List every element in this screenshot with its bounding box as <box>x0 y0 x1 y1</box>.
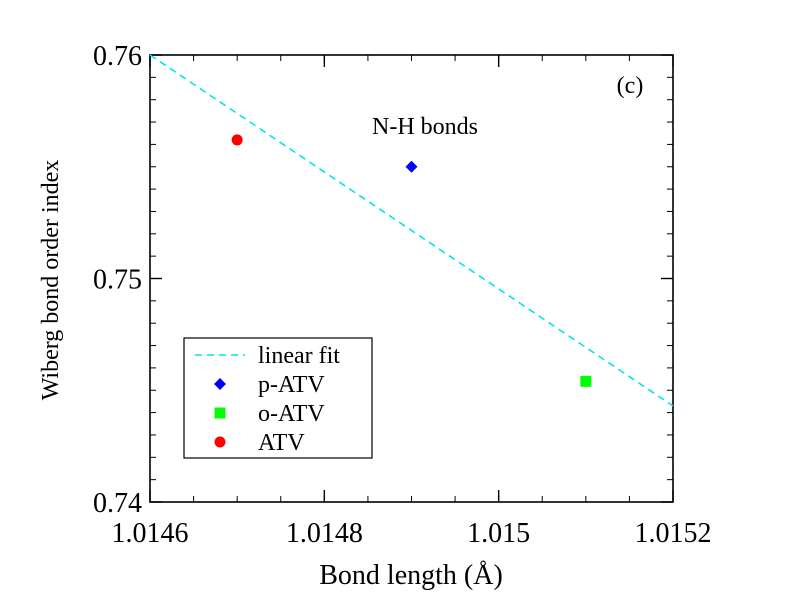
legend-box <box>183 337 373 459</box>
point-p-atv <box>405 160 418 173</box>
point-atv <box>231 134 243 146</box>
legend-label-o-atv: o-ATV <box>258 401 325 427</box>
x-tick-label: 1.0146 <box>112 518 189 549</box>
legend-swatch-o-atv <box>214 407 226 419</box>
legend: linear fit p-ATV o-ATV ATV <box>183 337 373 459</box>
x-axis-label: Bond length (Å) <box>319 560 503 591</box>
legend-label-linear-fit: linear fit <box>258 343 340 369</box>
y-axis-label: Wiberg bond order index <box>38 160 64 401</box>
legend-swatch-atv <box>214 436 226 448</box>
plot-frame <box>149 54 674 503</box>
y-tick-label: 0.76 <box>93 41 142 72</box>
axis-ticks: 1.0146 1.0148 1.015 1.0152 0.74 0.75 0.76 <box>93 41 712 549</box>
point-o-atv <box>580 375 592 387</box>
x-tick-label: 1.015 <box>467 518 530 549</box>
x-tick-label: 1.0148 <box>286 518 363 549</box>
x-tick-label: 1.0152 <box>635 518 712 549</box>
series-linear-fit-line <box>149 54 674 407</box>
data-series <box>149 54 674 407</box>
legend-label-p-atv: p-ATV <box>258 372 325 398</box>
annotation-nh-bonds: N-H bonds <box>372 114 478 140</box>
legend-label-atv: ATV <box>258 430 305 456</box>
y-tick-label: 0.74 <box>93 488 142 519</box>
legend-swatch-p-atv <box>214 378 226 390</box>
panel-label: (c) <box>617 73 644 99</box>
y-tick-label: 0.75 <box>93 265 142 296</box>
